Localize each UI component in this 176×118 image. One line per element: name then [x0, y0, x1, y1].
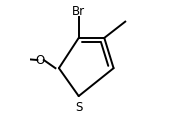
Text: S: S [75, 101, 82, 114]
Text: Br: Br [72, 5, 85, 18]
Text: O: O [36, 54, 45, 67]
